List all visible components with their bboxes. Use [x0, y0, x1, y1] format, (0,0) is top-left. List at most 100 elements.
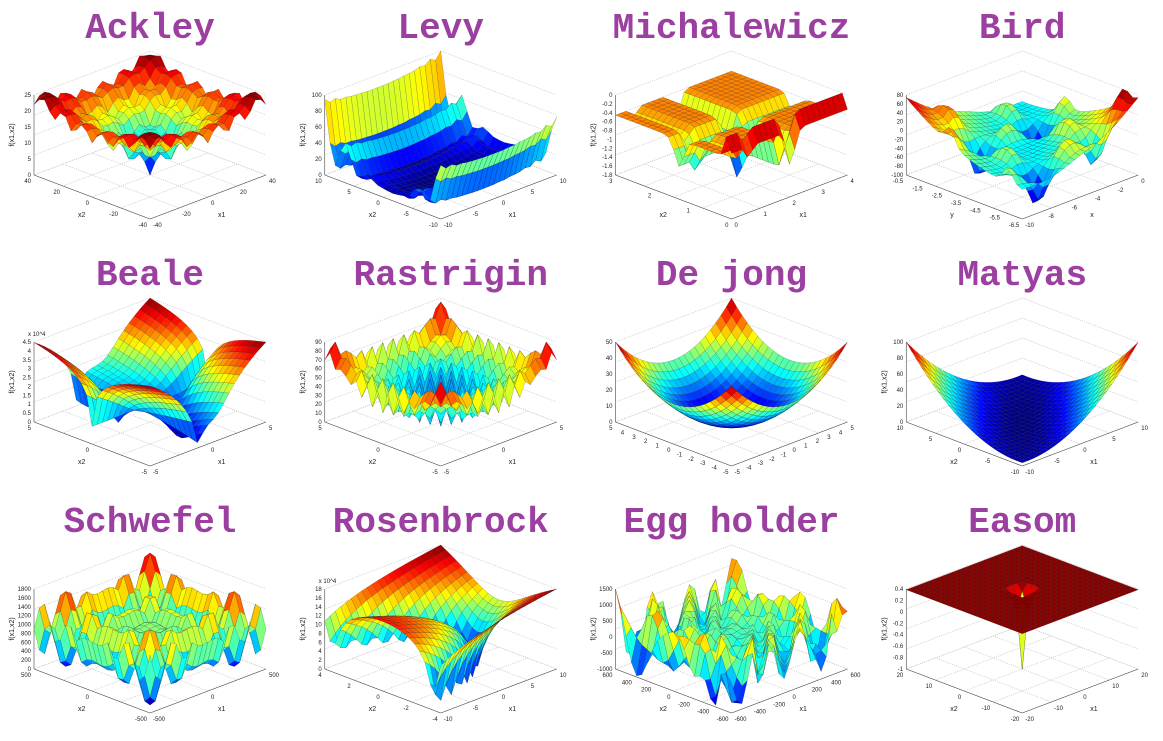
- x1-axis-label: x1: [1090, 459, 1098, 466]
- z-tick-label: 20: [24, 109, 31, 115]
- x1-tick-label: 0: [211, 201, 215, 207]
- x1-axis-label: x1: [800, 212, 808, 219]
- x1-tick-label: -4: [1095, 197, 1101, 203]
- x1-tick-label: -2: [1118, 188, 1124, 194]
- z-tick-label: 1000: [18, 623, 32, 629]
- z-tick-label: 80: [897, 356, 904, 362]
- axis-line: [149, 174, 267, 220]
- z-tick-label: 60: [315, 125, 322, 131]
- z-tick-label: 4.5: [23, 340, 32, 346]
- x1-tick-label: 1: [764, 212, 768, 218]
- z-tick-label: 2.5: [23, 376, 32, 382]
- z-tick-label: 80: [897, 93, 904, 99]
- x1-tick-label: -1: [781, 452, 787, 458]
- x2-axis-label: x2: [660, 212, 668, 219]
- x1-tick-label: 0: [735, 223, 739, 229]
- z-tick-label: 50: [606, 340, 613, 346]
- panel-title: Ackley: [85, 8, 215, 49]
- x2-tick-label: 4: [621, 430, 625, 436]
- x1-tick-label: 3: [822, 190, 826, 196]
- z-tick-label: -1.2: [602, 146, 613, 152]
- z-tick-label: 60: [897, 372, 904, 378]
- z-scale-label: x 10^4: [28, 332, 46, 338]
- x2-tick-label: -5.5: [990, 216, 1001, 222]
- x1-tick-label: 3: [827, 435, 831, 441]
- x2-axis-label: x2: [78, 706, 86, 713]
- z-tick-label: 80: [315, 109, 322, 115]
- x1-tick-label: -10: [1025, 470, 1034, 476]
- x2-tick-label: -20: [109, 212, 118, 218]
- x2-tick-label: 0: [958, 448, 962, 454]
- x2-tick-label: 40: [24, 179, 31, 185]
- axis-line: [731, 70, 848, 116]
- x1-tick-label: -5: [735, 470, 741, 476]
- z-tick-label: 40: [897, 388, 904, 394]
- x2-tick-label: 5: [318, 426, 322, 432]
- x1-tick-label: 0: [502, 201, 506, 207]
- x2-tick-label: 3: [632, 435, 636, 441]
- axis-line: [702, 163, 819, 209]
- z-tick-label: -0.2: [602, 102, 613, 108]
- x2-tick-label: -4: [712, 466, 718, 472]
- x1-tick-label: -5: [153, 470, 159, 476]
- z-tick-label: 60: [897, 102, 904, 108]
- x2-tick-label: -3: [700, 461, 706, 467]
- z-tick-label: 3.5: [23, 358, 32, 364]
- x2-tick-label: 0: [667, 448, 671, 454]
- z-tick-label: 60: [315, 367, 322, 373]
- z-tick-label: 15: [24, 125, 31, 131]
- panel: Schwefel02004006008001000120014001600180…: [9, 502, 280, 723]
- panel-title: Beale: [96, 255, 204, 296]
- panel-title: Levy: [398, 8, 484, 49]
- z-tick-label: 10: [24, 141, 31, 147]
- x2-tick-label: -500: [135, 717, 148, 723]
- x1-tick-label: 10: [1141, 426, 1148, 432]
- axis-line: [149, 544, 267, 590]
- z-tick-label: -20: [895, 137, 904, 143]
- x1-tick-label: 10: [560, 179, 567, 185]
- z-tick-label: 100: [312, 93, 323, 99]
- x1-axis-label: x1: [218, 212, 226, 219]
- z-tick-label: 10: [606, 404, 613, 410]
- x2-tick-label: -4.5: [970, 208, 981, 214]
- x1-tick-label: -10: [1025, 223, 1034, 229]
- x2-tick-label: -6.5: [1009, 223, 1020, 229]
- z-tick-label: 2: [28, 384, 32, 390]
- z-tick-label: 1800: [18, 587, 32, 593]
- x2-tick-label: 500: [21, 673, 32, 679]
- z-tick-label: 0: [28, 173, 32, 179]
- z-tick-label: 100: [893, 340, 904, 346]
- x1-tick-label: 1: [804, 444, 808, 450]
- z-tick-label: -0.8: [602, 129, 613, 135]
- x1-tick-label: 5: [269, 426, 273, 432]
- axis-line: [906, 317, 1023, 363]
- x2-tick-label: 0: [376, 201, 380, 207]
- x1-axis-label: x1: [509, 212, 517, 219]
- x2-tick-label: 10: [897, 426, 904, 432]
- x2-tick-label: -5: [403, 212, 409, 218]
- x1-axis-label: x: [1090, 212, 1094, 219]
- z-tick-label: 5: [28, 157, 32, 163]
- z-tick-label: 0: [900, 129, 904, 135]
- z-tick-label: 20: [606, 388, 613, 394]
- x2-tick-label: -2.5: [932, 194, 943, 200]
- axis-line: [906, 50, 1023, 96]
- x2-axis-label: x2: [78, 459, 86, 466]
- axis-line: [149, 50, 267, 96]
- z-axis-label: f(x1,x2): [881, 370, 888, 393]
- x1-tick-label: -3: [758, 461, 764, 467]
- z-tick-label: 1: [28, 402, 32, 408]
- surface-patch: [1127, 341, 1139, 356]
- x1-tick-label: -5: [473, 212, 479, 218]
- axis-line: [615, 70, 732, 116]
- z-tick-label: -1.4: [602, 155, 613, 161]
- panel-title: De jong: [656, 255, 807, 296]
- z-tick-label: -0.4: [602, 111, 613, 117]
- z-tick-label: -0.6: [602, 120, 613, 126]
- z-tick-label: 200: [21, 658, 32, 664]
- z-tick-label: 40: [606, 356, 613, 362]
- x1-tick-label: 40: [269, 179, 276, 185]
- z-tick-label: 4: [28, 349, 32, 355]
